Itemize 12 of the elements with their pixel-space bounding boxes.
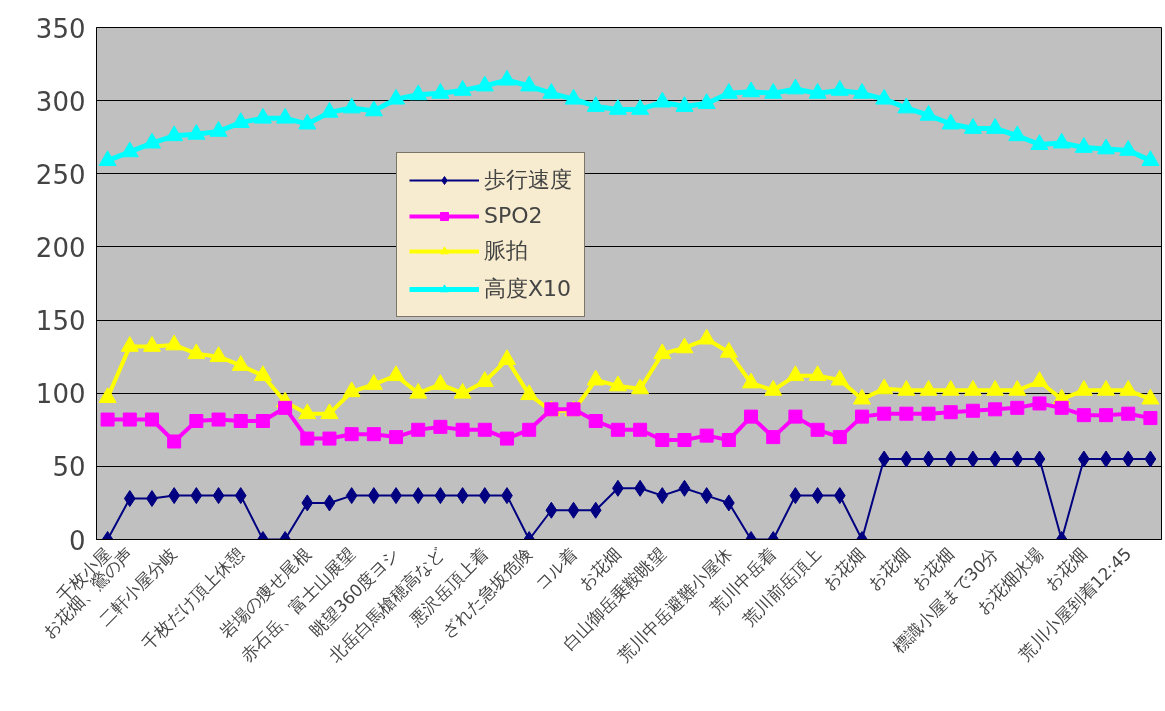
legend-label: 高度X10 [484, 275, 572, 303]
y-tick-label: 200 [35, 232, 86, 263]
legend-label: 歩行速度 [484, 166, 572, 194]
legend-label: 脈拍 [484, 237, 528, 265]
y-tick-label: 250 [35, 159, 86, 190]
y-tick-label: 50 [52, 452, 86, 483]
y-tick-label: 150 [35, 306, 86, 337]
y-tick-label: 300 [35, 86, 86, 117]
y-tick-label: 350 [35, 13, 86, 44]
y-tick-label: 0 [68, 525, 86, 556]
legend-label: SPO2 [484, 203, 543, 228]
y-tick-label: 100 [35, 379, 86, 410]
